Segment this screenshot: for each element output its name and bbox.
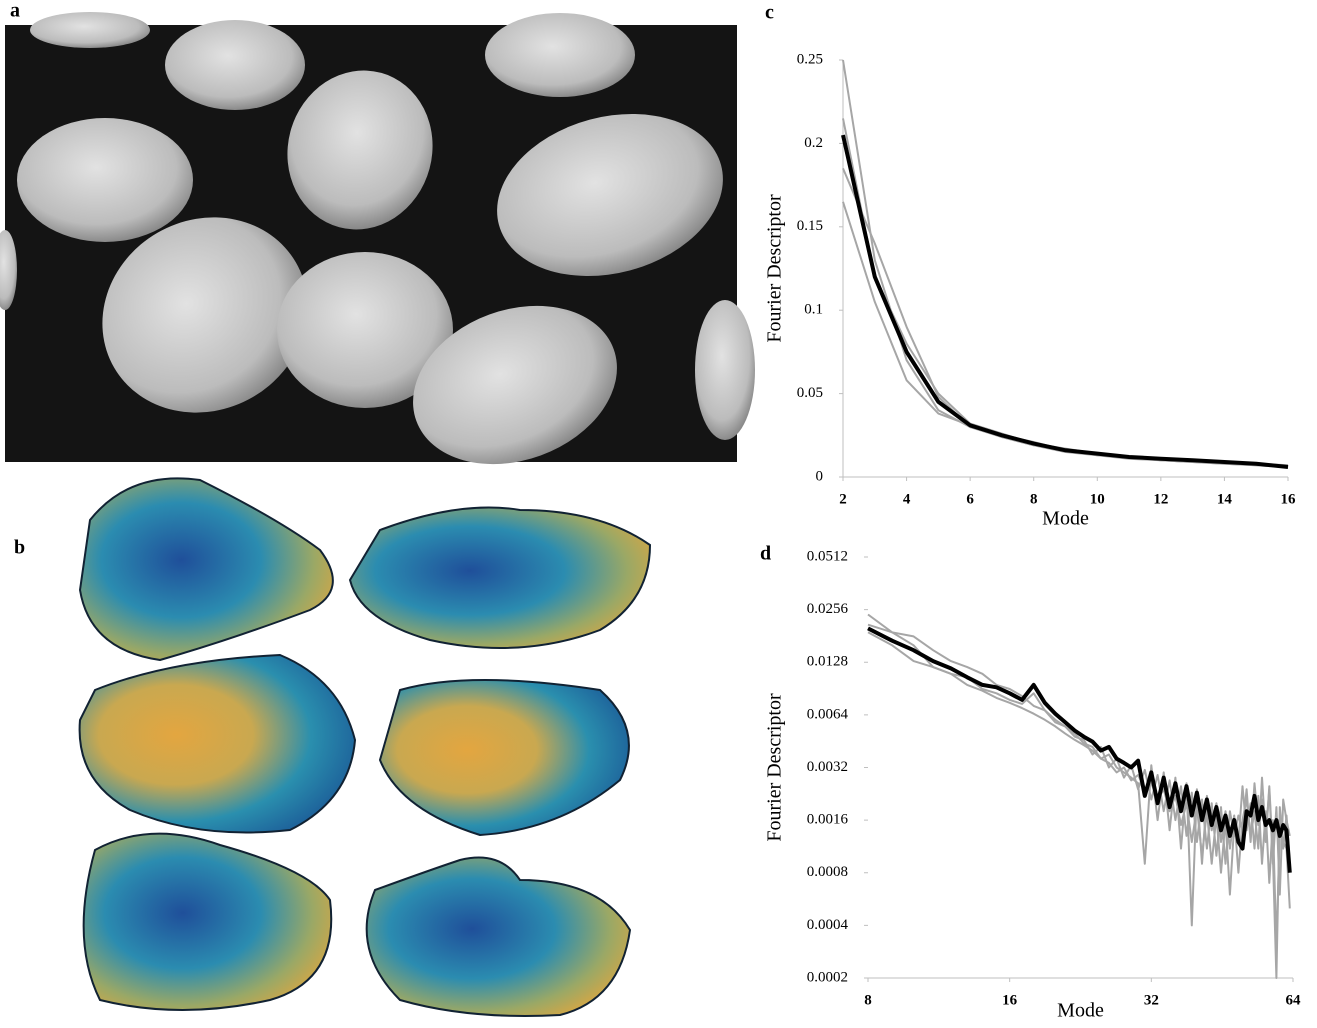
x-axis-title: Mode: [1042, 508, 1089, 530]
series-line: [842, 59, 1289, 468]
x-tick-label: 4: [903, 491, 911, 507]
series-line: [841, 134, 1289, 469]
y-tick-label: 0.0032: [807, 759, 848, 775]
panel-a-image: [0, 12, 755, 465]
y-axis-title: Fourier Descriptor: [764, 693, 786, 842]
x-tick-label: 32: [1144, 992, 1159, 1008]
series-line: [867, 631, 1291, 927]
y-tick-label: 0: [816, 468, 824, 484]
x-tick-label: 2: [839, 491, 847, 507]
panel-label: a: [10, 0, 20, 22]
series-line: [867, 626, 1292, 873]
panel-label: b: [14, 537, 25, 559]
y-tick-label: 0.0256: [807, 601, 849, 617]
x-tick-label: 16: [1002, 992, 1018, 1008]
y-tick-label: 0.0512: [807, 548, 848, 564]
x-axis-title: Mode: [1057, 1000, 1104, 1022]
series-line: [867, 623, 1291, 979]
y-tick-label: 0.0016: [807, 812, 849, 828]
y-tick-label: 0.2: [804, 135, 823, 151]
x-tick-label: 10: [1090, 491, 1105, 507]
y-axis-title: Fourier Descriptor: [764, 194, 786, 343]
y-tick-label: 0.15: [797, 218, 823, 234]
panel-label: d: [760, 543, 771, 565]
y-tick-label: 0.25: [797, 51, 823, 67]
y-tick-label: 0.0008: [807, 864, 848, 880]
y-tick-label: 0.0064: [807, 706, 849, 722]
panel-label: c: [765, 2, 774, 24]
y-tick-label: 0.0002: [807, 969, 848, 985]
y-tick-label: 0.1: [804, 302, 823, 318]
x-tick-label: 8: [864, 992, 872, 1008]
x-tick-label: 16: [1281, 491, 1297, 507]
series-line: [867, 613, 1291, 949]
series-line: [842, 118, 1289, 468]
x-tick-label: 8: [1030, 491, 1038, 507]
y-tick-label: 0.0004: [807, 917, 849, 933]
panel-b-meshes: [78, 477, 652, 1017]
series-line: [842, 168, 1289, 467]
x-tick-label: 12: [1153, 491, 1168, 507]
y-tick-label: 0.05: [797, 385, 823, 401]
x-tick-label: 6: [966, 491, 974, 507]
y-tick-label: 0.0128: [807, 654, 848, 670]
x-tick-label: 64: [1286, 992, 1302, 1008]
x-tick-label: 14: [1217, 491, 1233, 507]
